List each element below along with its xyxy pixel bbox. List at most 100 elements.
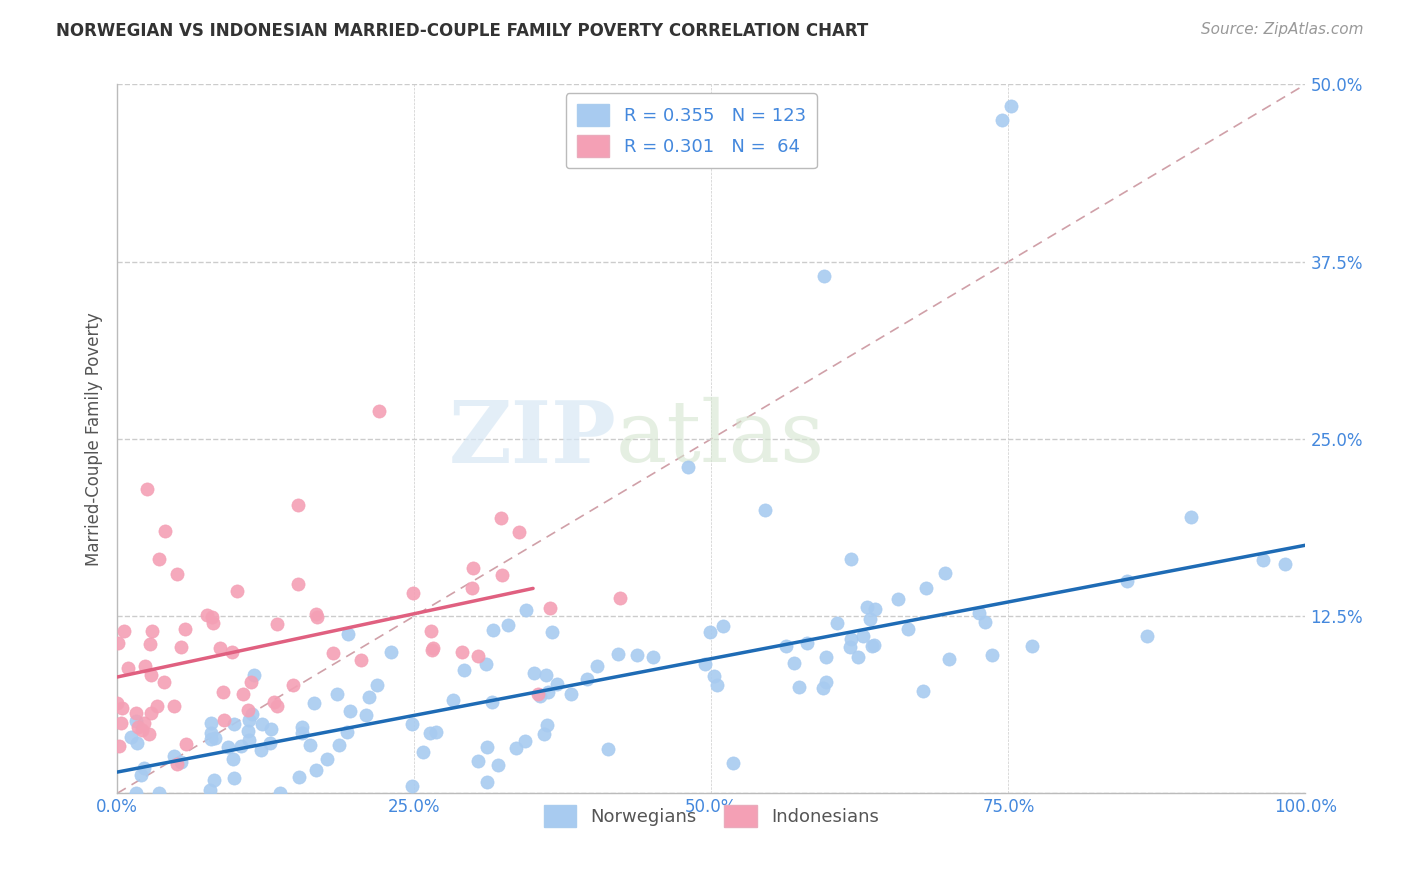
Point [127, 720, 149, 734]
Point [827, 616, 849, 631]
Point [238, 703, 260, 717]
Point [138, 637, 160, 651]
Point [240, 706, 263, 721]
Point [250, 743, 273, 757]
Point [787, 680, 810, 694]
Point [170, 756, 193, 770]
Point [336, 725, 359, 739]
Point [148, 786, 170, 800]
Point [585, 659, 607, 673]
Point [131, 723, 153, 737]
Point [125, 706, 148, 721]
Point [814, 674, 837, 689]
Point [496, 618, 519, 632]
Point [132, 715, 155, 730]
Point [212, 713, 235, 727]
Point [105, 696, 128, 710]
Point [224, 716, 246, 731]
Point [839, 640, 862, 654]
Point [240, 675, 263, 690]
Point [305, 609, 328, 624]
Point [422, 640, 444, 655]
Point [491, 568, 513, 582]
Point [858, 611, 880, 625]
Point [129, 768, 152, 782]
Point [200, 726, 222, 740]
Point [813, 268, 835, 283]
Point [299, 739, 322, 753]
Point [420, 643, 443, 657]
Point [505, 741, 527, 756]
Point [515, 603, 537, 617]
Point [676, 460, 699, 475]
Point [287, 498, 309, 512]
Point [546, 676, 568, 690]
Point [166, 566, 188, 581]
Point [146, 699, 169, 714]
Point [236, 724, 259, 739]
Point [281, 678, 304, 692]
Point [915, 581, 938, 595]
Point [111, 700, 134, 714]
Point [163, 749, 186, 764]
Point [305, 607, 328, 621]
Text: NORWEGIAN VS INDONESIAN MARRIED-COUPLE FAMILY POVERTY CORRELATION CHART: NORWEGIAN VS INDONESIAN MARRIED-COUPLE F… [56, 22, 869, 40]
Point [356, 707, 378, 722]
Point [482, 623, 505, 637]
Point [202, 615, 225, 630]
Point [626, 648, 648, 663]
Point [337, 627, 360, 641]
Point [1115, 574, 1137, 589]
Point [453, 663, 475, 677]
Point [723, 756, 745, 771]
Point [991, 112, 1014, 127]
Point [441, 693, 464, 707]
Point [461, 581, 484, 595]
Point [350, 652, 373, 666]
Point [266, 616, 288, 631]
Point [212, 685, 235, 699]
Point [263, 695, 285, 709]
Point [201, 609, 224, 624]
Point [938, 652, 960, 666]
Point [513, 734, 536, 748]
Point [366, 678, 388, 692]
Point [425, 725, 447, 739]
Point [536, 685, 558, 699]
Point [461, 560, 484, 574]
Point [560, 687, 582, 701]
Point [1000, 99, 1022, 113]
Point [166, 756, 188, 771]
Point [783, 656, 806, 670]
Point [217, 739, 239, 754]
Point [170, 640, 193, 654]
Point [852, 629, 875, 643]
Text: Source: ZipAtlas.com: Source: ZipAtlas.com [1201, 22, 1364, 37]
Point [538, 601, 561, 615]
Point [359, 690, 381, 704]
Point [135, 482, 157, 496]
Point [153, 524, 176, 538]
Point [887, 591, 910, 606]
Point [699, 624, 721, 639]
Point [796, 636, 818, 650]
Point [139, 706, 162, 720]
Point [855, 599, 877, 614]
Point [703, 669, 725, 683]
Point [467, 754, 489, 768]
Point [641, 649, 664, 664]
Point [117, 661, 139, 675]
Point [163, 699, 186, 714]
Point [489, 510, 512, 524]
Point [508, 524, 530, 539]
Point [533, 727, 555, 741]
Legend: Norwegians, Indonesians: Norwegians, Indonesians [537, 797, 886, 834]
Point [110, 715, 132, 730]
Point [609, 591, 631, 605]
Point [380, 645, 402, 659]
Point [860, 639, 883, 653]
Point [481, 695, 503, 709]
Point [200, 732, 222, 747]
Point [339, 704, 361, 718]
Point [1274, 558, 1296, 572]
